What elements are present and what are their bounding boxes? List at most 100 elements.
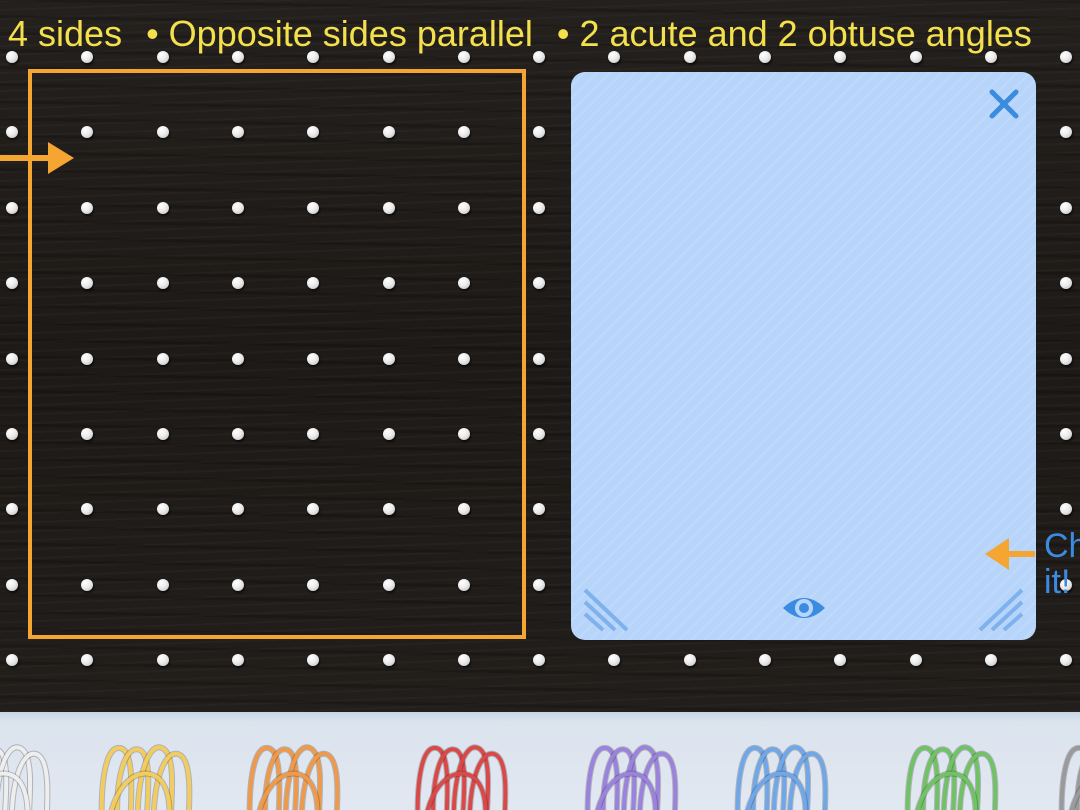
peg[interactable] — [6, 352, 18, 365]
white-band[interactable] — [0, 740, 60, 810]
peg[interactable] — [1060, 654, 1073, 667]
peg[interactable] — [81, 51, 94, 63]
peg[interactable] — [307, 277, 320, 290]
peg[interactable] — [759, 654, 771, 667]
peg[interactable] — [457, 352, 470, 365]
peg[interactable] — [608, 51, 621, 63]
peg[interactable] — [533, 201, 546, 214]
peg[interactable] — [457, 503, 470, 516]
peg[interactable] — [6, 51, 18, 63]
peg[interactable] — [231, 503, 244, 516]
peg[interactable] — [6, 654, 18, 667]
geoboard[interactable]: 4 sides • Opposite sides parallel • 2 ac… — [0, 0, 1080, 712]
peg[interactable] — [231, 352, 244, 365]
peg[interactable] — [81, 503, 94, 516]
resize-handle-left-icon[interactable] — [581, 582, 633, 632]
peg[interactable] — [307, 352, 320, 365]
peg[interactable] — [1060, 277, 1073, 290]
peg[interactable] — [81, 654, 94, 667]
peg[interactable] — [533, 51, 546, 63]
peg[interactable] — [382, 51, 395, 63]
peg[interactable] — [81, 277, 94, 290]
peg[interactable] — [382, 201, 395, 214]
answer-panel[interactable] — [571, 72, 1036, 640]
peg[interactable] — [533, 428, 546, 440]
peg[interactable] — [533, 352, 546, 365]
red-band[interactable] — [408, 740, 518, 810]
peg[interactable] — [608, 654, 621, 667]
peg[interactable] — [1060, 201, 1073, 214]
peg[interactable] — [231, 578, 244, 591]
peg[interactable] — [81, 201, 94, 214]
peg[interactable] — [6, 428, 18, 440]
peg[interactable] — [307, 654, 320, 667]
peg[interactable] — [382, 503, 395, 516]
peg[interactable] — [1060, 352, 1073, 365]
peg[interactable] — [307, 201, 320, 214]
peg[interactable] — [307, 126, 320, 139]
peg[interactable] — [457, 201, 470, 214]
peg[interactable] — [81, 126, 94, 139]
peg[interactable] — [984, 51, 997, 63]
peg[interactable] — [81, 428, 94, 440]
peg[interactable] — [156, 654, 169, 667]
peg[interactable] — [909, 654, 922, 667]
peg[interactable] — [156, 277, 169, 290]
peg[interactable] — [683, 654, 696, 667]
peg[interactable] — [156, 51, 169, 63]
peg[interactable] — [156, 503, 169, 516]
yellow-band[interactable] — [92, 740, 202, 810]
peg[interactable] — [683, 51, 696, 63]
peg[interactable] — [1060, 126, 1073, 139]
peg[interactable] — [156, 352, 169, 365]
resize-handle-right-icon[interactable] — [974, 582, 1026, 632]
peg[interactable] — [457, 277, 470, 290]
peg[interactable] — [231, 51, 244, 63]
peg[interactable] — [81, 578, 94, 591]
peg[interactable] — [6, 201, 18, 214]
peg[interactable] — [382, 277, 395, 290]
gray-band[interactable] — [1052, 740, 1080, 810]
peg[interactable] — [533, 503, 546, 516]
orange-band[interactable] — [240, 740, 350, 810]
peg[interactable] — [231, 126, 244, 139]
peg[interactable] — [533, 126, 546, 139]
peg[interactable] — [6, 277, 18, 290]
peg[interactable] — [81, 352, 94, 365]
peg[interactable] — [457, 578, 470, 591]
peg[interactable] — [834, 654, 847, 667]
peg[interactable] — [457, 51, 470, 63]
peg[interactable] — [984, 654, 997, 667]
peg[interactable] — [533, 654, 546, 667]
peg[interactable] — [6, 578, 18, 591]
peg[interactable] — [382, 428, 395, 440]
purple-band[interactable] — [578, 740, 688, 810]
peg[interactable] — [909, 51, 922, 63]
peg[interactable] — [307, 503, 320, 516]
peg[interactable] — [231, 428, 244, 440]
eye-icon[interactable] — [781, 590, 827, 626]
peg[interactable] — [457, 428, 470, 440]
blue-band[interactable] — [728, 740, 838, 810]
peg[interactable] — [6, 503, 18, 516]
peg[interactable] — [533, 277, 546, 290]
green-band[interactable] — [898, 740, 1008, 810]
peg[interactable] — [382, 654, 395, 667]
peg[interactable] — [1060, 428, 1073, 440]
peg[interactable] — [307, 578, 320, 591]
peg[interactable] — [382, 352, 395, 365]
peg[interactable] — [382, 126, 395, 139]
peg[interactable] — [307, 428, 320, 440]
peg[interactable] — [1060, 578, 1073, 591]
peg[interactable] — [382, 578, 395, 591]
peg[interactable] — [1060, 503, 1073, 516]
peg[interactable] — [156, 201, 169, 214]
peg[interactable] — [834, 51, 847, 63]
peg[interactable] — [6, 126, 18, 139]
peg[interactable] — [231, 654, 244, 667]
peg[interactable] — [457, 654, 470, 667]
close-icon[interactable] — [988, 88, 1020, 120]
peg[interactable] — [156, 578, 169, 591]
peg[interactable] — [457, 126, 470, 139]
peg[interactable] — [759, 51, 771, 63]
